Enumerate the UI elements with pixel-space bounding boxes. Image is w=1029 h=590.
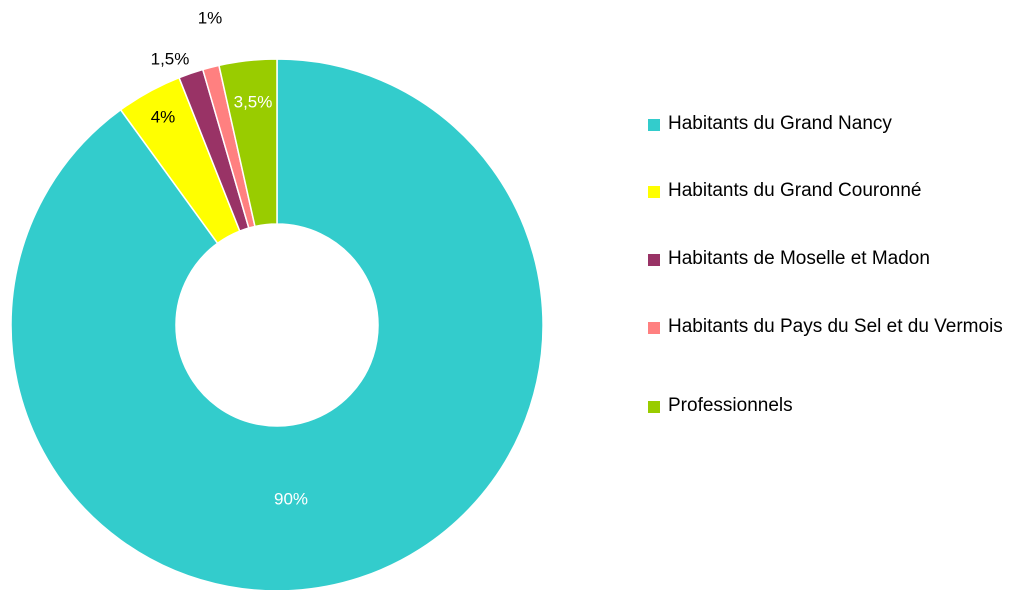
legend-swatch: [648, 186, 660, 198]
legend-label: Habitants du Pays du Sel et du Vermois: [668, 316, 1003, 337]
legend-item: Habitants de Moselle et Madon: [648, 240, 1020, 278]
legend-swatch: [648, 322, 660, 334]
legend-item: Habitants du Grand Couronné: [648, 172, 1020, 210]
data-label: 90%: [274, 489, 308, 508]
data-label: 4%: [151, 107, 176, 126]
data-label: 3,5%: [234, 92, 273, 111]
legend-item: Habitants du Grand Nancy: [648, 105, 1020, 143]
legend-item: Habitants du Pays du Sel et du Vermois: [648, 308, 1020, 346]
legend-swatch: [648, 401, 660, 413]
donut-slice: [10, 58, 544, 590]
legend-label: Professionnels: [668, 395, 793, 416]
legend-label: Habitants de Moselle et Madon: [668, 248, 930, 269]
legend-swatch: [648, 119, 660, 131]
legend-label: Habitants du Grand Couronné: [668, 180, 922, 201]
donut-slice: [218, 58, 278, 228]
legend-item: Professionnels: [648, 387, 1020, 425]
legend-label: Habitants du Grand Nancy: [668, 113, 892, 134]
chart: 90% 4% 1,5% 1% 3,5%: [10, 8, 544, 590]
data-label: 1,5%: [151, 49, 190, 68]
legend-swatch: [648, 254, 660, 266]
data-label: 1%: [198, 8, 223, 27]
